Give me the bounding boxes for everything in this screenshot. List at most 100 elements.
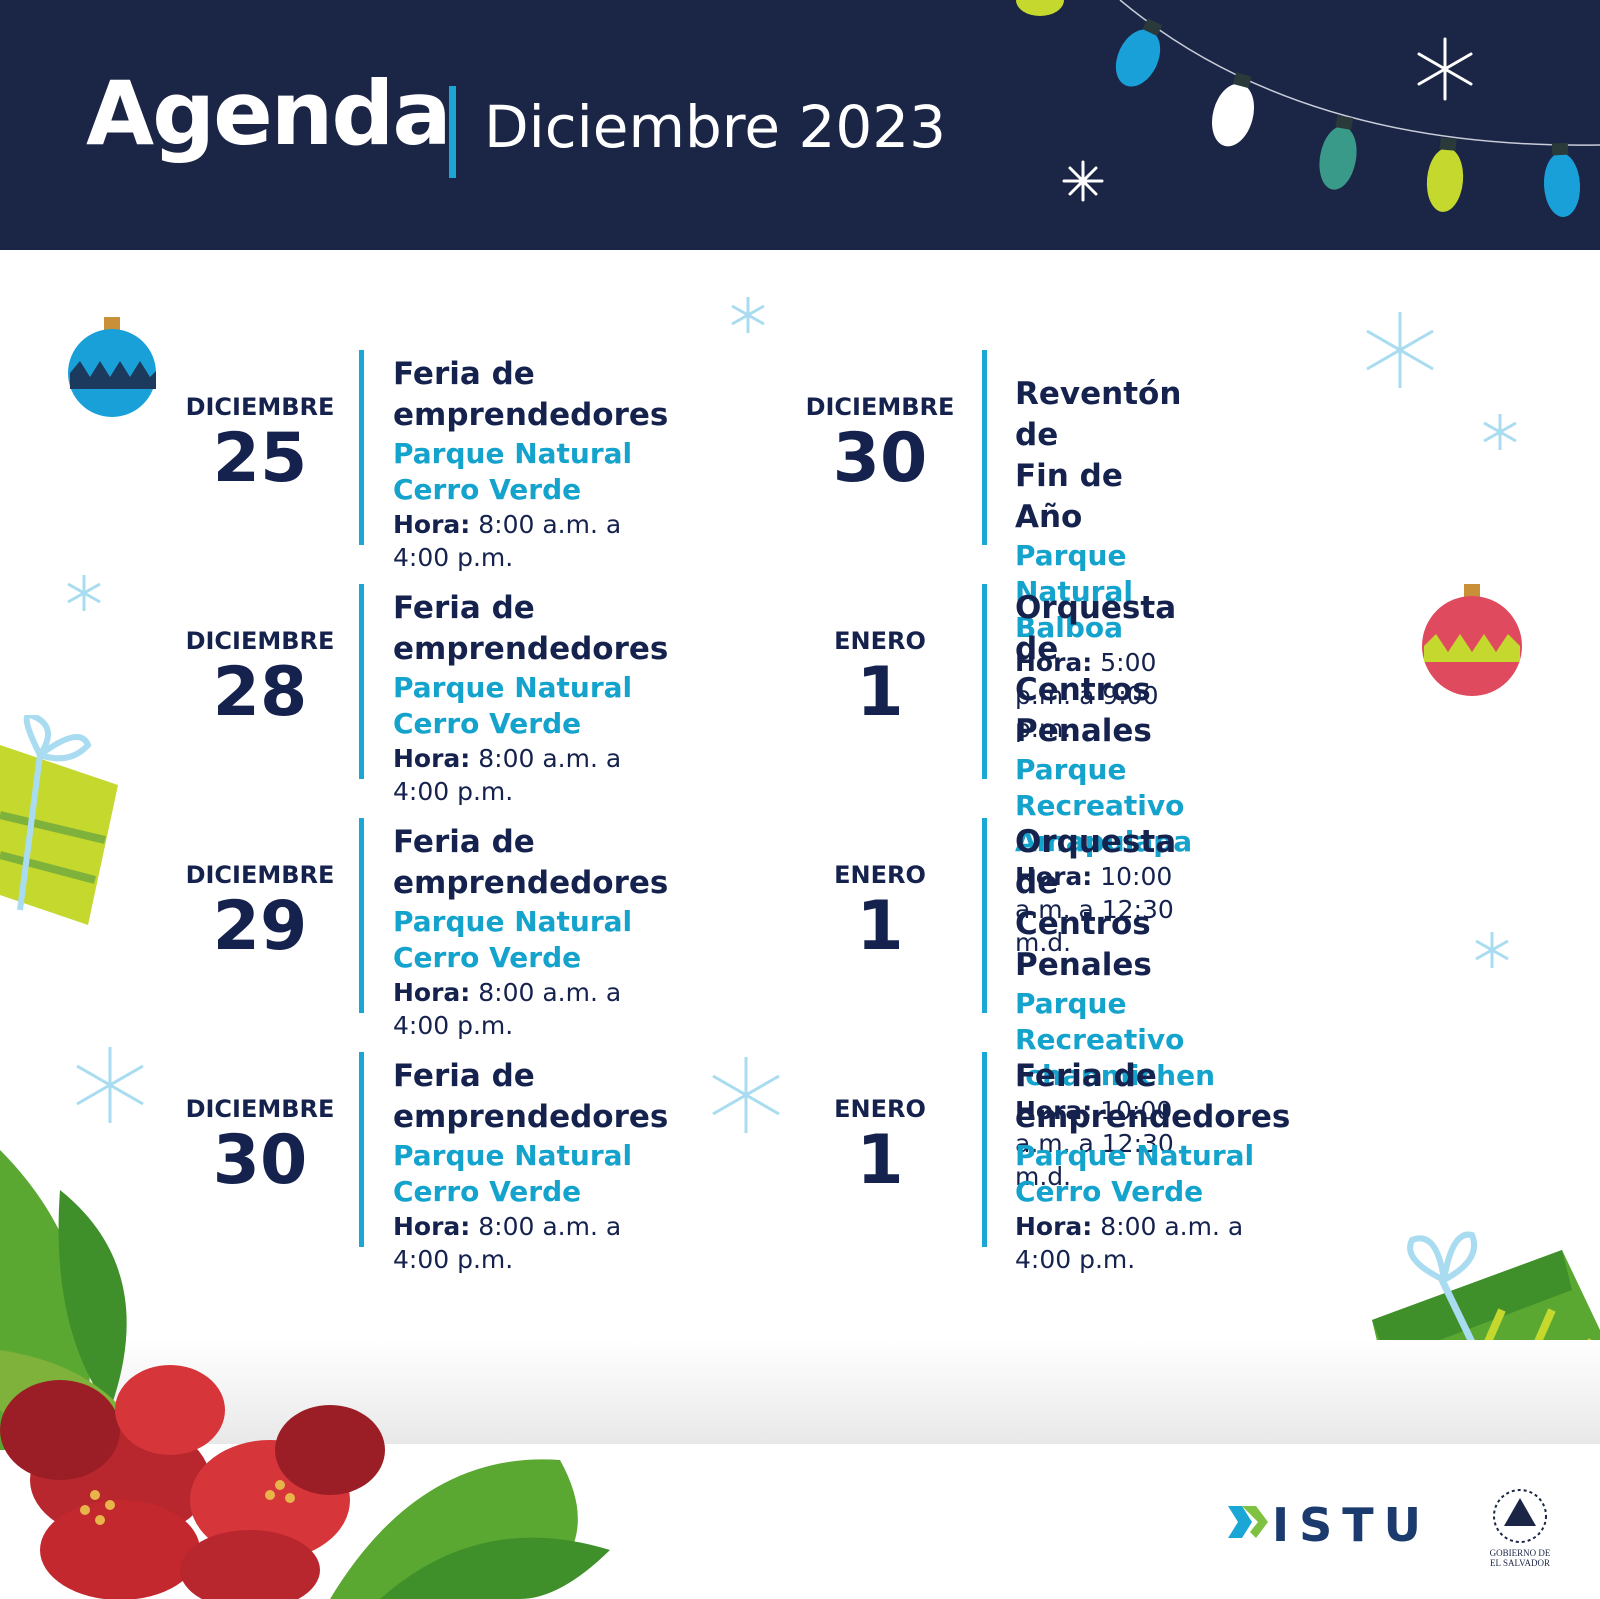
event-divider — [359, 350, 364, 545]
event-date: DICIEMBRE 25 — [180, 395, 340, 493]
event-time: Hora: 8:00 a.m. a 4:00 p.m. — [1015, 1210, 1290, 1276]
event-divider — [982, 818, 987, 1013]
event-title: Orquesta de Centros Penales — [1015, 590, 1177, 749]
event-time-label: Hora: — [393, 744, 471, 773]
event-title: Feria de emprendedores — [1015, 1058, 1291, 1135]
istu-logo-icon — [1228, 1506, 1268, 1538]
event-month: ENERO — [834, 861, 926, 889]
event-time-value: 5:00 p.m. a 9:00 p.m. — [1015, 648, 1159, 743]
event-divider — [982, 350, 987, 545]
event-place: Parque Natural Cerro Verde — [1015, 1139, 1255, 1208]
snowflake-icon — [76, 1047, 144, 1123]
event-date: ENERO 1 — [800, 863, 960, 961]
event-place: Parque Recreativo Amapulapa — [1015, 753, 1193, 858]
page-title: Agenda — [86, 62, 452, 165]
snowflake-icon — [1483, 414, 1517, 450]
event-title: Reventón de Fin de Año — [1015, 376, 1182, 535]
event-divider — [982, 1052, 987, 1247]
christmas-lights-icon — [1016, 0, 1600, 217]
event-time-value: 8:00 a.m. a 4:00 p.m. — [393, 510, 622, 572]
event-place: Parque Natural Balboa — [1015, 539, 1133, 644]
event-time: Hora: 8:00 a.m. a 4:00 p.m. — [393, 976, 668, 1042]
event-time: Hora: 8:00 a.m. a 4:00 p.m. — [393, 1210, 668, 1276]
snowflake-icon — [731, 297, 765, 333]
event-time-label: Hora: — [393, 978, 471, 1007]
event-divider — [982, 584, 987, 779]
ornament-icon — [68, 317, 156, 417]
event-time: Hora: 8:00 a.m. a 4:00 p.m. — [393, 742, 668, 808]
event-time-value: 8:00 a.m. a 4:00 p.m. — [393, 978, 622, 1040]
event-title: Feria de emprendedores — [393, 824, 669, 901]
event-time: Hora: 5:00 p.m. a 9:00 p.m. — [1015, 646, 1181, 745]
gift-icon — [0, 715, 118, 925]
event-day: 1 — [856, 1121, 904, 1200]
event-info: Feria de emprendedores Parque Natural Cer… — [1015, 1056, 1290, 1276]
event-month: ENERO — [834, 627, 926, 655]
event-time-label: Hora: — [393, 1212, 471, 1241]
event-time-value: 8:00 a.m. a 4:00 p.m. — [393, 1212, 622, 1274]
event-info: Feria de emprendedores Parque Natural Cer… — [393, 588, 668, 808]
event-info: Feria de emprendedores Parque Natural Cer… — [393, 1056, 668, 1276]
event-date: DICIEMBRE 29 — [180, 863, 340, 961]
event-month: DICIEMBRE — [805, 393, 955, 421]
gov-logo-text: GOBIERNO DE EL SALVADOR — [1489, 1548, 1551, 1568]
sparkle-icon — [1062, 160, 1104, 202]
page-subtitle: Diciembre 2023 — [484, 93, 947, 161]
event-month: DICIEMBRE — [185, 627, 335, 655]
event-month: DICIEMBRE — [185, 393, 335, 421]
event-info: Feria de emprendedores Parque Natural Cer… — [393, 354, 668, 574]
event-title: Feria de emprendedores — [393, 356, 669, 433]
event-title: Feria de emprendedores — [393, 590, 669, 667]
snowflake-icon — [67, 575, 101, 611]
event-day: 30 — [212, 1121, 308, 1200]
event-time-label: Hora: — [1015, 1096, 1093, 1125]
event-month: DICIEMBRE — [185, 861, 335, 889]
gov-seal-icon — [1493, 1489, 1547, 1543]
footer-gradient — [0, 1340, 1600, 1444]
event-day: 1 — [856, 887, 904, 966]
title-divider — [449, 86, 456, 178]
event-place: Parque Natural Cerro Verde — [393, 905, 633, 974]
event-place: Parque Recreativo Ichanmichen — [1015, 987, 1216, 1092]
event-time-value: 8:00 a.m. a 4:00 p.m. — [1015, 1212, 1244, 1274]
event-info: Orquesta de Centros Penales Parque Recrea… — [1015, 588, 1192, 959]
event-day: 25 — [212, 419, 308, 498]
event-date: ENERO 1 — [800, 1097, 960, 1195]
snowflake-icon — [1366, 312, 1434, 388]
event-time-label: Hora: — [1015, 1212, 1093, 1241]
poinsettia-icon — [0, 1150, 610, 1599]
event-date: DICIEMBRE 30 — [800, 395, 960, 493]
snowflake-icon — [1417, 37, 1473, 101]
event-title: Feria de emprendedores — [393, 1058, 669, 1135]
event-day: 28 — [212, 653, 308, 732]
event-time-label: Hora: — [1015, 648, 1093, 677]
event-place: Parque Natural Cerro Verde — [393, 671, 633, 740]
event-month: ENERO — [834, 1095, 926, 1123]
snowflake-icon — [712, 1057, 780, 1133]
event-place: Parque Natural Cerro Verde — [393, 1139, 633, 1208]
event-divider — [359, 818, 364, 1013]
event-place: Parque Natural Cerro Verde — [393, 437, 633, 506]
event-month: DICIEMBRE — [185, 1095, 335, 1123]
event-time-value: 10:00 a.m. a 12:30 m.d. — [1015, 1096, 1174, 1191]
snowflake-icon — [1475, 932, 1509, 968]
header-banner — [0, 0, 1600, 250]
event-info: Reventón de Fin de Año Parque Natural Bal… — [1015, 374, 1181, 745]
event-day: 30 — [832, 419, 928, 498]
event-info: Feria de emprendedores Parque Natural Cer… — [393, 822, 668, 1042]
event-time: Hora: 8:00 a.m. a 4:00 p.m. — [393, 508, 668, 574]
istu-logo-text: ISTU — [1272, 1498, 1431, 1552]
ornament-icon — [1422, 584, 1522, 696]
event-time: Hora: 10:00 a.m. a 12:30 m.d. — [1015, 1094, 1215, 1193]
event-info: Orquesta de Centros Penales Parque Recrea… — [1015, 822, 1215, 1193]
event-time-value: 10:00 a.m. a 12:30 m.d. — [1015, 862, 1174, 957]
event-time-label: Hora: — [393, 510, 471, 539]
event-divider — [359, 1052, 364, 1247]
event-day: 29 — [212, 887, 308, 966]
event-time: Hora: 10:00 a.m. a 12:30 m.d. — [1015, 860, 1192, 959]
event-divider — [359, 584, 364, 779]
event-date: DICIEMBRE 30 — [180, 1097, 340, 1195]
event-time-label: Hora: — [1015, 862, 1093, 891]
event-date: ENERO 1 — [800, 629, 960, 727]
event-title: Orquesta de Centros Penales — [1015, 824, 1177, 983]
